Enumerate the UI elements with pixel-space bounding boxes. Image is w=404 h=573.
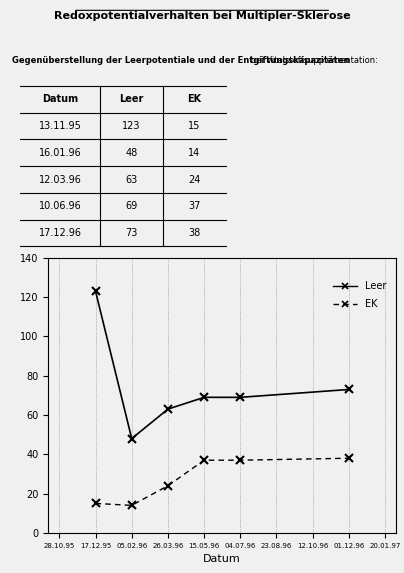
- Text: Datum: Datum: [42, 95, 78, 104]
- Text: 17.12.96: 17.12.96: [39, 228, 82, 238]
- Text: bei Vitalstoffsupplementation:: bei Vitalstoffsupplementation:: [248, 56, 378, 65]
- Text: 13.11.95: 13.11.95: [39, 121, 82, 131]
- Text: 24: 24: [188, 175, 201, 185]
- Text: Redoxpotentialverhalten bei Multipler-Sklerose: Redoxpotentialverhalten bei Multipler-Sk…: [54, 11, 350, 21]
- Text: 37: 37: [188, 201, 201, 211]
- X-axis label: Datum: Datum: [203, 554, 241, 564]
- Text: 38: 38: [188, 228, 201, 238]
- Text: 10.06.96: 10.06.96: [39, 201, 82, 211]
- Text: 16.01.96: 16.01.96: [39, 148, 82, 158]
- Text: 15: 15: [188, 121, 201, 131]
- Text: Gegenüberstellung der Leerpotentiale und der Entgiftungskapazitäten: Gegenüberstellung der Leerpotentiale und…: [12, 56, 349, 65]
- Text: 14: 14: [188, 148, 201, 158]
- Text: 12.03.96: 12.03.96: [39, 175, 82, 185]
- Text: 48: 48: [125, 148, 138, 158]
- Text: 63: 63: [125, 175, 138, 185]
- Text: 73: 73: [125, 228, 138, 238]
- Text: 123: 123: [122, 121, 141, 131]
- Text: Leer: Leer: [119, 95, 144, 104]
- Text: EK: EK: [187, 95, 202, 104]
- Text: 69: 69: [125, 201, 138, 211]
- Legend: Leer, EK: Leer, EK: [328, 276, 391, 314]
